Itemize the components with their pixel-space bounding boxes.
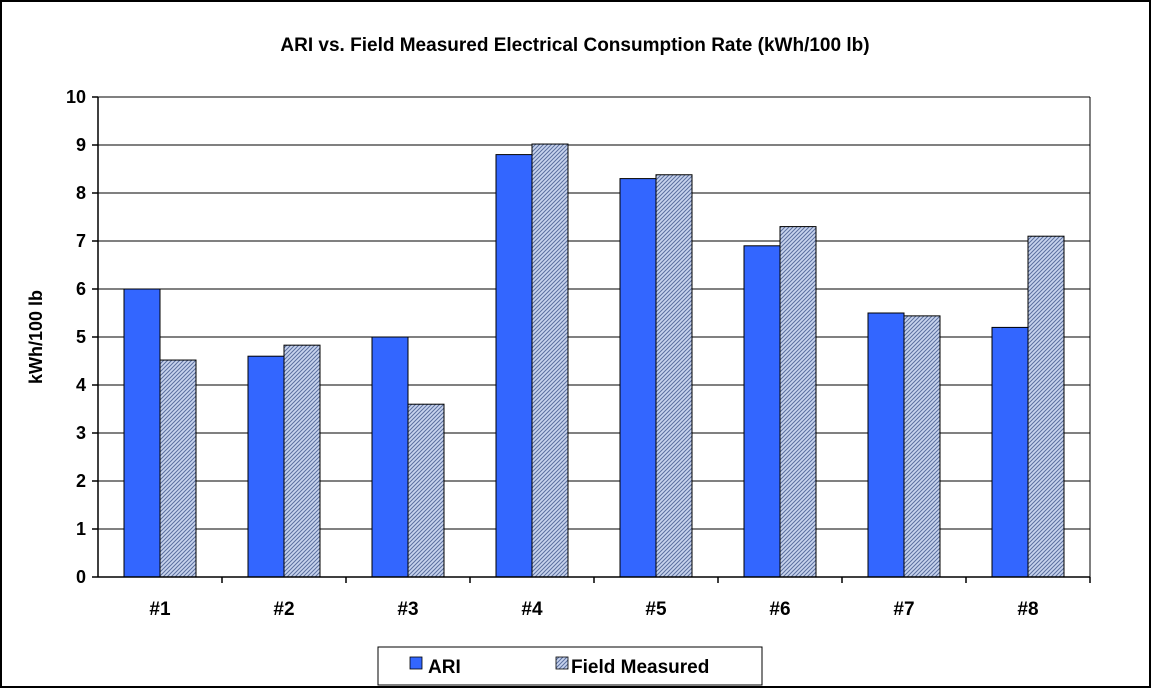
bar-ari bbox=[495, 154, 533, 578]
x-tick-label: #8 bbox=[1017, 599, 1038, 620]
bar-ari bbox=[247, 355, 285, 578]
bars bbox=[123, 143, 1065, 578]
x-tick-label: #3 bbox=[397, 599, 418, 620]
x-tick-label: #6 bbox=[769, 599, 790, 620]
bar-ari bbox=[991, 326, 1029, 578]
legend-box bbox=[377, 646, 763, 686]
y-tick-label: 4 bbox=[76, 375, 86, 395]
legend-label-field-measured: Field Measured bbox=[571, 657, 709, 678]
y-tick-label: 5 bbox=[76, 327, 86, 347]
bar-field-measured bbox=[903, 315, 941, 578]
y-tick-label: 9 bbox=[76, 135, 86, 155]
bar-field-measured bbox=[407, 403, 445, 578]
x-tick-label: #5 bbox=[645, 599, 667, 620]
bar-ari bbox=[867, 312, 905, 578]
bar-field-measured bbox=[531, 143, 569, 578]
bar-field-measured bbox=[779, 226, 817, 578]
bar-ari bbox=[371, 336, 409, 578]
legend: ARI Field Measured bbox=[377, 646, 763, 686]
y-tick-label: 8 bbox=[76, 183, 86, 203]
y-tick-label: 2 bbox=[76, 471, 86, 491]
bar-ari bbox=[619, 178, 657, 578]
y-tick-label: 3 bbox=[76, 423, 86, 443]
legend-swatch-field-measured bbox=[555, 656, 569, 670]
bar-field-measured bbox=[159, 359, 197, 578]
chart-title: ARI vs. Field Measured Electrical Consum… bbox=[280, 35, 869, 56]
y-tick-label: 1 bbox=[76, 519, 86, 539]
y-tick-label: 0 bbox=[76, 567, 86, 587]
x-axis-ticks: #1 #2 #3 #4 #5 #6 #7 #8 bbox=[149, 577, 1091, 620]
bar-field-measured bbox=[1027, 235, 1065, 578]
x-tick-label: #4 bbox=[521, 599, 543, 620]
x-tick-label: #2 bbox=[273, 599, 294, 620]
bar-field-measured bbox=[655, 174, 693, 578]
y-axis-label: kWh/100 lb bbox=[26, 290, 46, 384]
bar-field-measured bbox=[283, 344, 321, 578]
y-tick-label: 10 bbox=[66, 87, 86, 107]
y-tick-label: 6 bbox=[76, 279, 86, 299]
y-axis-ticks: 0 1 2 3 4 5 6 7 8 9 10 bbox=[66, 87, 98, 587]
legend-swatch-ari bbox=[409, 656, 423, 670]
x-tick-label: #1 bbox=[149, 599, 171, 620]
x-tick-label: #7 bbox=[893, 599, 914, 620]
bar-ari bbox=[743, 245, 781, 578]
y-tick-label: 7 bbox=[76, 231, 86, 251]
bar-ari bbox=[123, 288, 161, 578]
legend-label-ari: ARI bbox=[428, 657, 461, 678]
